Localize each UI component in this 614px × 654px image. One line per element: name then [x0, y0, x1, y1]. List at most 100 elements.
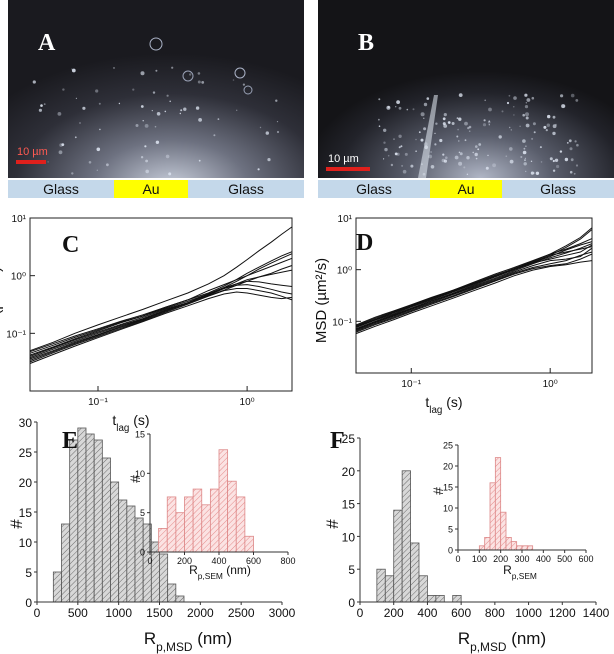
histogram-bar — [167, 583, 177, 603]
particle — [522, 113, 525, 117]
particle — [458, 117, 462, 121]
particle — [198, 159, 201, 162]
y-tick-label: 10⁰ — [337, 266, 352, 277]
inset-f: 0 100 200 300 400 500 600 0 5 10 15 20 25 Rp,SEM # — [430, 441, 594, 582]
particle — [451, 122, 455, 125]
histogram-bar — [401, 470, 411, 603]
particle — [415, 150, 417, 152]
particle — [32, 80, 36, 84]
particle — [510, 129, 512, 131]
particle — [113, 67, 115, 69]
particle — [458, 93, 463, 97]
particle — [443, 113, 447, 117]
particle — [79, 122, 81, 124]
particle — [472, 151, 474, 154]
particle — [524, 93, 528, 97]
panel-label-a: A — [38, 30, 56, 56]
particle — [236, 109, 238, 112]
x-tick-label: 2000 — [187, 606, 214, 620]
particle — [155, 69, 158, 72]
scale-label-a: 10 µm — [17, 146, 48, 158]
histogram-bar — [435, 595, 445, 603]
particle — [513, 96, 517, 100]
particle — [410, 164, 414, 168]
particle — [543, 125, 547, 129]
particle — [575, 99, 579, 102]
x-tick-label: 1000 — [105, 606, 132, 620]
msd-curve — [29, 291, 293, 364]
x-tick-label: 2500 — [228, 606, 255, 620]
particle — [488, 120, 491, 122]
particle — [468, 130, 471, 132]
y-tick-label: 20 — [443, 462, 453, 472]
particle — [434, 132, 436, 135]
particle — [546, 123, 550, 127]
particle — [418, 131, 421, 134]
glass-label: Glass — [8, 180, 114, 198]
particle — [482, 123, 487, 127]
particle — [183, 107, 187, 111]
histogram-bar — [101, 457, 111, 603]
particle — [513, 114, 515, 116]
particle — [485, 166, 489, 170]
y-tick-label: 10⁻¹ — [332, 317, 352, 328]
y-tick-label: 0 — [140, 548, 145, 558]
particle — [40, 104, 43, 107]
histogram-bar — [192, 488, 203, 553]
particle — [171, 66, 174, 69]
particle — [406, 108, 409, 111]
scale-bar-b — [326, 167, 370, 171]
y-tick-label: 15 — [135, 430, 145, 440]
histogram-bar — [85, 433, 95, 603]
x-tick-label: 100 — [472, 554, 487, 564]
particle — [394, 152, 398, 156]
particle — [142, 120, 144, 122]
y-tick-label: 20 — [19, 476, 33, 490]
histogram-bar — [184, 496, 194, 553]
x-tick-label: 1200 — [549, 606, 576, 620]
x-tick-label: 0 — [357, 606, 364, 620]
particle — [390, 163, 394, 167]
histogram-bar — [410, 542, 420, 603]
y-tick-label: 15 — [19, 506, 33, 520]
y-axis-title: MSD (µm²/s) — [313, 258, 330, 343]
particle — [569, 170, 573, 174]
particle — [524, 105, 529, 109]
histogram-bar — [510, 541, 518, 551]
y-tick-label: 30 — [19, 416, 33, 430]
particle — [475, 157, 478, 160]
particle — [439, 138, 443, 143]
particle — [404, 152, 408, 156]
msd-curve — [355, 251, 593, 332]
particle — [430, 151, 433, 153]
particle — [197, 72, 201, 75]
particle — [166, 94, 169, 97]
histogram-bar — [227, 480, 237, 553]
particle — [505, 155, 508, 157]
x-tick-label: 1500 — [146, 606, 173, 620]
msd-curve — [29, 284, 293, 361]
x-tick-label: 500 — [68, 606, 88, 620]
particle — [556, 164, 560, 169]
particle — [189, 73, 192, 76]
histogram-bar — [452, 595, 462, 603]
particle — [428, 154, 433, 159]
particle — [179, 112, 181, 115]
particle — [456, 117, 459, 120]
particle — [396, 100, 400, 104]
particle — [267, 158, 271, 162]
particle — [509, 147, 513, 151]
panel-label-e: E — [62, 428, 78, 454]
histogram-bar — [384, 575, 395, 603]
chart-panel-e: 0 500 1000 1500 2000 2500 3000051015202530Rp,M… — [7, 416, 296, 654]
particle — [398, 106, 402, 110]
particle — [520, 156, 523, 158]
particle — [74, 136, 77, 139]
particle — [552, 131, 556, 136]
particle — [525, 116, 529, 120]
plot-frame — [29, 217, 293, 392]
micrograph-b-image — [318, 0, 614, 178]
particle — [152, 91, 156, 94]
particle — [61, 143, 65, 147]
particle — [575, 164, 579, 167]
